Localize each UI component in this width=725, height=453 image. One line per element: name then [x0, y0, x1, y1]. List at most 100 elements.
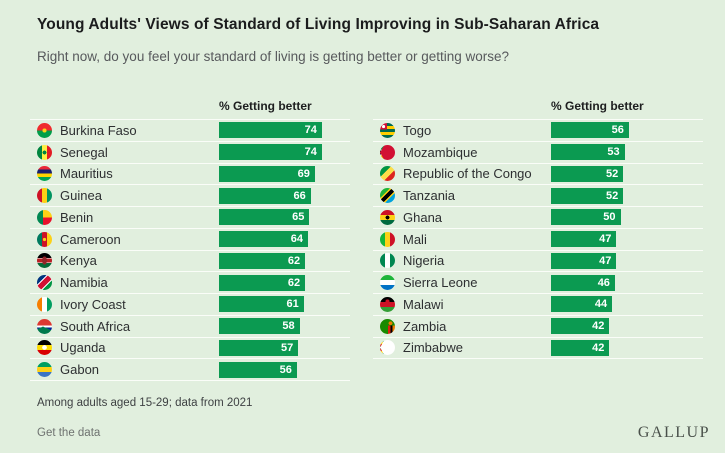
- country-flag-icon: [380, 209, 395, 225]
- country-flag-icon: [37, 318, 52, 334]
- country-row: Mozambique 53: [373, 142, 703, 164]
- country-flag-icon: [37, 144, 52, 160]
- country-row: Benin 65: [30, 207, 350, 229]
- value-bar: 53: [551, 144, 625, 161]
- value-bar: 56: [219, 361, 297, 378]
- chart-column-left: % Getting better Burkina Faso 74: [30, 95, 350, 381]
- country-flag-icon: [380, 296, 395, 312]
- country-label: Zimbabwe: [403, 340, 463, 356]
- value-bar: 65: [219, 209, 310, 226]
- country-label: Burkina Faso: [60, 122, 137, 138]
- value-bar: 74: [219, 122, 322, 139]
- bar-zone: 62: [219, 252, 350, 269]
- country-label-zone: Senegal: [37, 144, 219, 160]
- country-row: Ghana 50: [373, 207, 703, 229]
- country-row: Burkina Faso 74: [30, 120, 350, 142]
- country-label: Uganda: [60, 340, 106, 356]
- chart-note: Among adults aged 15-29; data from 2021: [37, 397, 253, 409]
- country-row: Kenya 62: [30, 251, 350, 273]
- value-bar: 62: [219, 252, 306, 269]
- country-label-zone: Kenya: [37, 253, 219, 269]
- country-flag-icon: [37, 209, 52, 225]
- country-flag-icon: [37, 231, 52, 247]
- footer: Get the data GALLUP: [30, 424, 710, 442]
- column-header: % Getting better: [373, 95, 703, 120]
- country-flag-icon: [380, 318, 395, 334]
- country-label: Mauritius: [60, 166, 113, 182]
- chart-header: Young Adults' Views of Standard of Livin…: [30, 16, 703, 64]
- country-flag-icon: [380, 275, 395, 291]
- bar-zone: 56: [551, 122, 703, 139]
- country-label: Ghana: [403, 209, 443, 225]
- country-label-zone: South Africa: [37, 318, 219, 334]
- country-label-zone: Benin: [37, 209, 219, 225]
- get-the-data-link[interactable]: Get the data: [37, 427, 101, 439]
- bar-zone: 42: [551, 339, 703, 356]
- country-flag-icon: [380, 340, 395, 356]
- bar-zone: 52: [551, 165, 703, 182]
- country-label-zone: Cameroon: [37, 231, 219, 247]
- value-bar: 52: [551, 165, 624, 182]
- country-flag-icon: [37, 275, 52, 291]
- country-label: Sierra Leone: [403, 275, 478, 291]
- country-label: Kenya: [60, 253, 97, 269]
- bar-zone: 47: [551, 231, 703, 248]
- country-flag-icon: [380, 253, 395, 269]
- value-bar: 47: [551, 252, 617, 269]
- value-bar: 57: [219, 339, 299, 356]
- column-header: % Getting better: [30, 95, 350, 120]
- value-bar: 62: [219, 274, 306, 291]
- value-bar: 47: [551, 231, 617, 248]
- country-label: Tanzania: [403, 188, 456, 204]
- bar-zone: 66: [219, 187, 350, 204]
- country-flag-icon: [380, 144, 395, 160]
- value-bar: 61: [219, 296, 304, 313]
- bar-zone: 46: [551, 274, 703, 291]
- chart-column-right: % Getting better Togo 56 Mozam: [373, 95, 703, 381]
- country-row: Sierra Leone 46: [373, 272, 703, 294]
- country-row: Mali 47: [373, 229, 703, 251]
- country-row: Senegal 74: [30, 142, 350, 164]
- country-label-zone: Republic of the Congo: [380, 166, 551, 182]
- country-row: Namibia 62: [30, 272, 350, 294]
- country-flag-icon: [380, 231, 395, 247]
- value-bar: 74: [219, 144, 322, 161]
- country-row: Uganda 57: [30, 338, 350, 360]
- bar-zone: 42: [551, 318, 703, 335]
- country-label-zone: Mali: [380, 231, 551, 247]
- country-row: Zimbabwe 42: [373, 338, 703, 360]
- country-label: Senegal: [60, 144, 108, 160]
- country-flag-icon: [37, 188, 52, 204]
- country-label-zone: Ghana: [380, 209, 551, 225]
- country-label-zone: Zambia: [380, 318, 551, 334]
- value-bar: 58: [219, 318, 300, 335]
- country-label-zone: Zimbabwe: [380, 340, 551, 356]
- country-label: Gabon: [60, 362, 100, 378]
- country-row: Togo 56: [373, 120, 703, 142]
- country-label: Mali: [403, 231, 427, 247]
- column-header-label: % Getting better: [551, 99, 644, 113]
- country-label-zone: Namibia: [37, 275, 219, 291]
- country-flag-icon: [37, 362, 52, 378]
- value-bar: 69: [219, 165, 315, 182]
- country-label: Zambia: [403, 318, 447, 334]
- bar-zone: 57: [219, 339, 350, 356]
- country-label: Benin: [60, 209, 94, 225]
- country-label: Cameroon: [60, 231, 121, 247]
- value-bar: 52: [551, 187, 624, 204]
- country-label-zone: Guinea: [37, 188, 219, 204]
- page-subtitle: Right now, do you feel your standard of …: [37, 49, 510, 64]
- value-bar: 44: [551, 296, 613, 313]
- country-flag-icon: [380, 188, 395, 204]
- country-label-zone: Sierra Leone: [380, 275, 551, 291]
- country-label: Guinea: [60, 188, 102, 204]
- value-bar: 56: [551, 122, 629, 139]
- country-row: Mauritius 69: [30, 164, 350, 186]
- country-label-zone: Burkina Faso: [37, 122, 219, 138]
- value-bar: 42: [551, 339, 610, 356]
- country-label-zone: Nigeria: [380, 253, 551, 269]
- value-bar: 64: [219, 231, 308, 248]
- bar-zone: 53: [551, 144, 703, 161]
- bar-zone: 64: [219, 231, 350, 248]
- country-label: Nigeria: [403, 253, 445, 269]
